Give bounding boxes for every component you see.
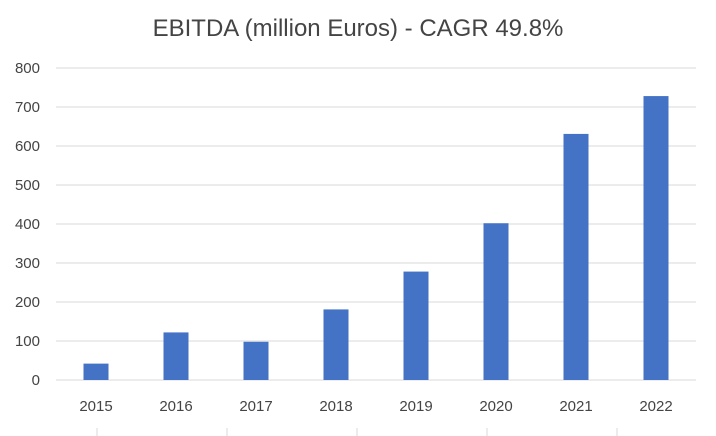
bar-2019 [403, 271, 429, 380]
x-tick-label: 2015 [79, 398, 112, 415]
y-tick-label: 200 [15, 294, 40, 311]
y-tick-label: 100 [15, 333, 40, 350]
x-tick-label: 2016 [159, 398, 192, 415]
gridlines [56, 67, 696, 381]
bars [83, 96, 669, 380]
x-axis-tick-labels: 2015 2016 2017 2018 2019 2020 2021 2022 [79, 398, 672, 415]
y-tick-label: 700 [15, 99, 40, 116]
y-tick-label: 300 [15, 255, 40, 272]
bar-2022 [643, 96, 669, 380]
x-tick-label: 2021 [559, 398, 592, 415]
x-tick-label: 2022 [639, 398, 672, 415]
y-axis-tick-labels: 0 100 200 300 400 500 600 700 800 [15, 60, 40, 389]
y-tick-label: 400 [15, 216, 40, 233]
x-tick-label: 2020 [479, 398, 512, 415]
y-tick-label: 600 [15, 138, 40, 155]
bar-2016 [163, 332, 189, 380]
x-tick-label: 2018 [319, 398, 352, 415]
bar-2018 [323, 309, 349, 380]
y-tick-label: 800 [15, 60, 40, 77]
bar-2020 [483, 223, 509, 380]
bar-2021 [563, 133, 589, 380]
bar-2015 [83, 363, 109, 380]
bar-2017 [243, 341, 269, 380]
chart-title: EBITDA (million Euros) - CAGR 49.8% [153, 15, 564, 42]
bottom-frame-ticks [96, 428, 618, 436]
x-tick-label: 2019 [399, 398, 432, 415]
y-tick-label: 500 [15, 177, 40, 194]
y-tick-label: 0 [32, 372, 40, 389]
x-tick-label: 2017 [239, 398, 272, 415]
